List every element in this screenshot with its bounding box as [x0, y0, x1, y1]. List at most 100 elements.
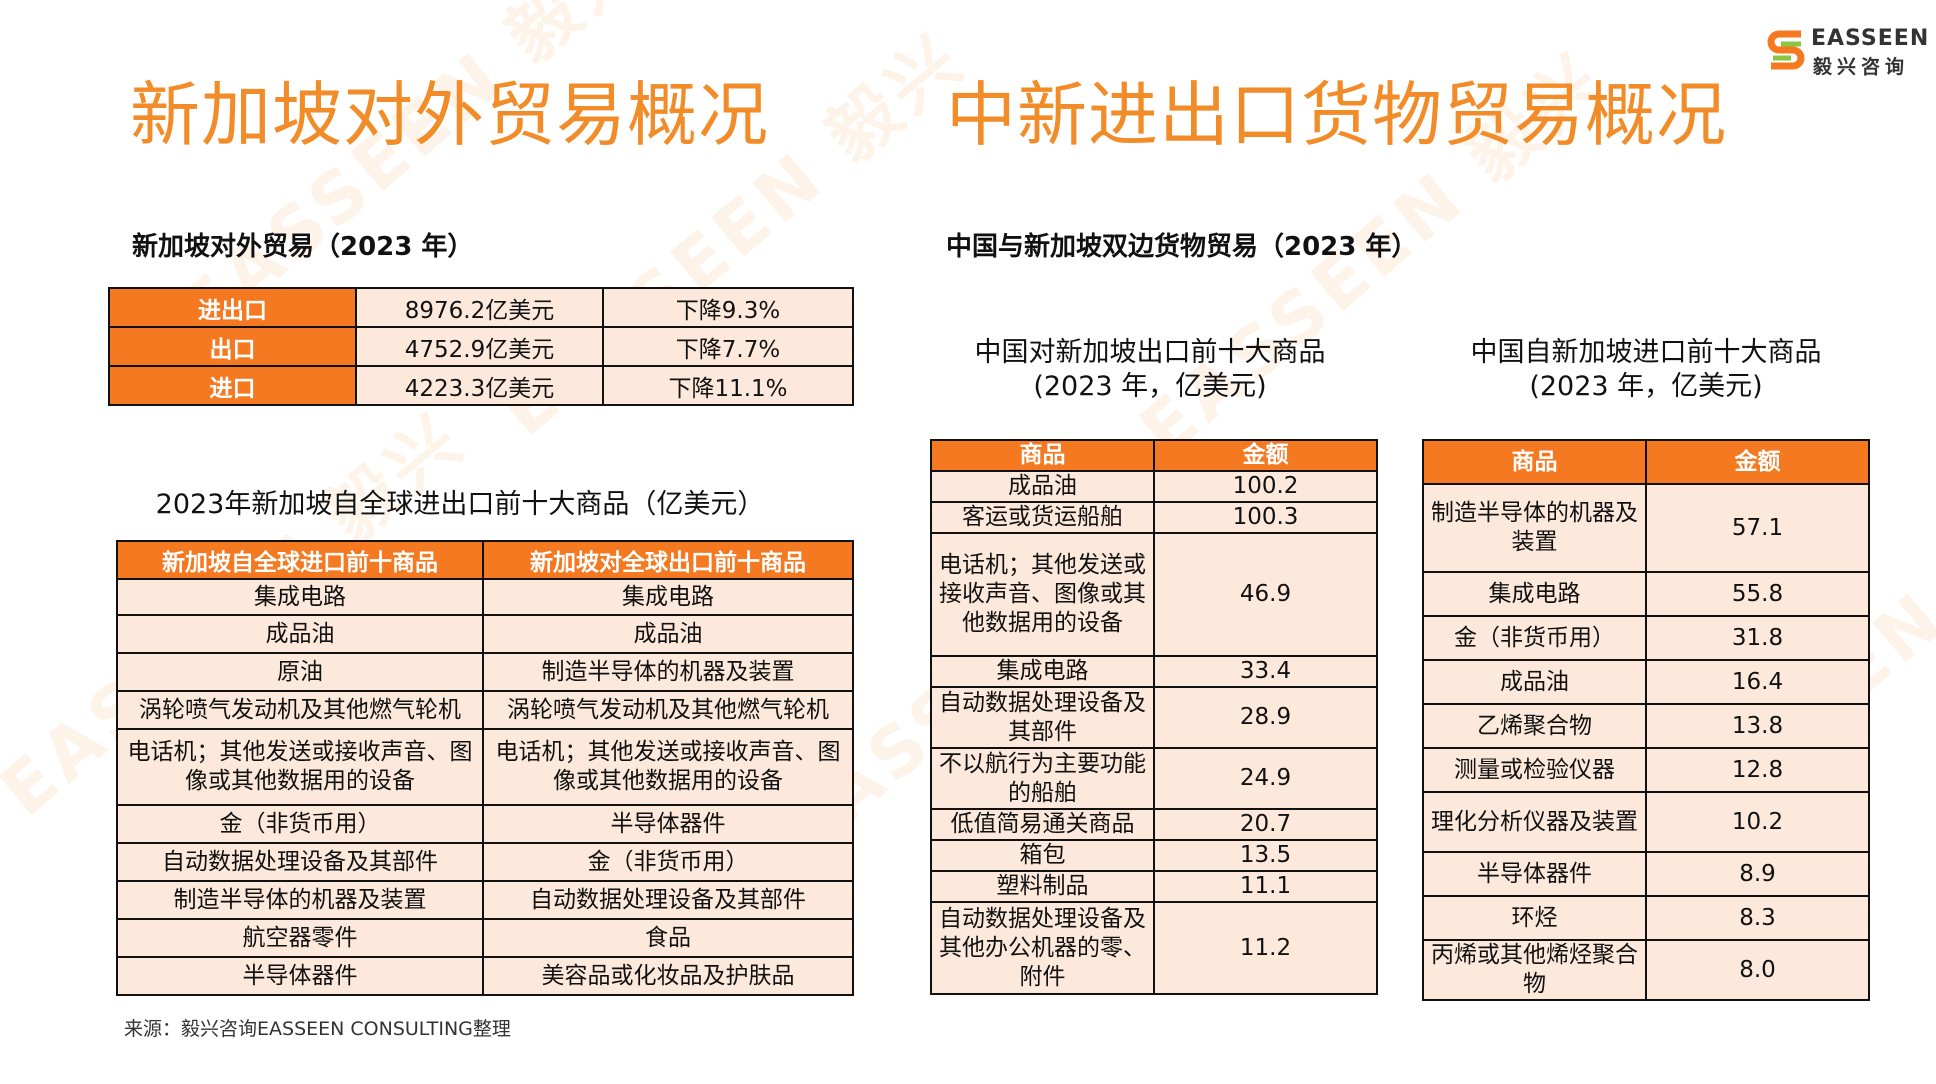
- china-export-table: 商品 金额 成品油 100.2 客运或货运船舶 100.3 电话机；其他发送或接收声音、图…: [930, 439, 1378, 995]
- import-item: 电话机；其他发送或接收声音、图像或其他数据用的设备: [116, 728, 484, 806]
- product-name: 集成电路: [1422, 571, 1647, 617]
- table-row: 低值简易通关商品 20.7: [930, 808, 1378, 841]
- table-row: 丙烯或其他烯烃聚合物 8.0: [1422, 939, 1870, 1001]
- product-name: 电话机；其他发送或接收声音、图像或其他数据用的设备: [930, 532, 1155, 657]
- amount-value: 33.4: [1153, 655, 1378, 688]
- column-header: 金额: [1153, 439, 1378, 472]
- trade-label: 进口: [108, 365, 357, 406]
- amount-value: 31.8: [1645, 615, 1870, 661]
- table-row: 理化分析仪器及装置 10.2: [1422, 791, 1870, 853]
- export-item: 集成电路: [482, 578, 854, 616]
- table-row: 原油 制造半导体的机器及装置: [116, 652, 854, 692]
- trade-value: 8976.2亿美元: [355, 287, 604, 328]
- product-name: 集成电路: [930, 655, 1155, 688]
- trade-row: 进口 4223.3亿美元 下降11.1%: [108, 365, 854, 406]
- top10-caption: 2023年新加坡自全球进出口前十大商品（亿美元）: [155, 489, 765, 520]
- amount-value: 10.2: [1645, 791, 1870, 853]
- export-item: 食品: [482, 918, 854, 958]
- import-item: 原油: [116, 652, 484, 692]
- table-row: 电话机；其他发送或接收声音、图像或其他数据用的设备 电话机；其他发送或接收声音、图…: [116, 728, 854, 806]
- right-page-title: 中新进出口货物贸易概况: [946, 74, 1727, 156]
- table-row: 塑料制品 11.1: [930, 870, 1378, 903]
- product-name: 箱包: [930, 839, 1155, 872]
- product-name: 低值简易通关商品: [930, 808, 1155, 841]
- trade-value: 4752.9亿美元: [355, 326, 604, 367]
- product-name: 理化分析仪器及装置: [1422, 791, 1647, 853]
- import-item: 自动数据处理设备及其部件: [116, 842, 484, 882]
- amount-value: 11.2: [1153, 901, 1378, 995]
- table-row: 客运或货运船舶 100.3: [930, 501, 1378, 534]
- table-row: 集成电路 55.8: [1422, 571, 1870, 617]
- amount-value: 24.9: [1153, 747, 1378, 810]
- amount-value: 16.4: [1645, 659, 1870, 705]
- table-row: 电话机；其他发送或接收声音、图像或其他数据用的设备 46.9: [930, 532, 1378, 657]
- product-name: 不以航行为主要功能的船舶: [930, 747, 1155, 810]
- column-header: 商品: [1422, 439, 1647, 485]
- export-caption-line2: (2023 年，亿美元): [1033, 371, 1267, 402]
- export-item: 金（非货币用）: [482, 842, 854, 882]
- amount-value: 100.3: [1153, 501, 1378, 534]
- column-header: 新加坡对全球出口前十商品: [482, 540, 854, 580]
- product-name: 环烃: [1422, 895, 1647, 941]
- table-row: 乙烯聚合物 13.8: [1422, 703, 1870, 749]
- trade-row: 进出口 8976.2亿美元 下降9.3%: [108, 287, 854, 328]
- trade-label: 进出口: [108, 287, 357, 328]
- table-row: 自动数据处理设备及其部件 28.9: [930, 686, 1378, 749]
- table-row: 涡轮喷气发动机及其他燃气轮机 涡轮喷气发动机及其他燃气轮机: [116, 690, 854, 730]
- amount-value: 8.3: [1645, 895, 1870, 941]
- amount-value: 46.9: [1153, 532, 1378, 657]
- table-row: 集成电路 集成电路: [116, 578, 854, 616]
- table-row: 半导体器件 美容品或化妆品及护肤品: [116, 956, 854, 996]
- table-row: 成品油 16.4: [1422, 659, 1870, 705]
- column-header: 商品: [930, 439, 1155, 472]
- amount-value: 100.2: [1153, 470, 1378, 503]
- trade-change: 下降11.1%: [602, 365, 854, 406]
- amount-value: 57.1: [1645, 483, 1870, 573]
- trade-row: 出口 4752.9亿美元 下降7.7%: [108, 326, 854, 367]
- table-row: 集成电路 33.4: [930, 655, 1378, 688]
- bilateral-heading: 中国与新加坡双边货物贸易（2023 年）: [946, 232, 1418, 262]
- column-header: 金额: [1645, 439, 1870, 485]
- logo-text-en: EASSEEN: [1811, 26, 1930, 51]
- export-item: 涡轮喷气发动机及其他燃气轮机: [482, 690, 854, 730]
- table-row: 测量或检验仪器 12.8: [1422, 747, 1870, 793]
- import-item: 集成电路: [116, 578, 484, 616]
- product-name: 金（非货币用）: [1422, 615, 1647, 661]
- import-caption-line2: (2023 年，亿美元): [1529, 371, 1763, 402]
- export-item: 自动数据处理设备及其部件: [482, 880, 854, 920]
- table-row: 半导体器件 8.9: [1422, 851, 1870, 897]
- table-row: 箱包 13.5: [930, 839, 1378, 872]
- amount-value: 13.8: [1645, 703, 1870, 749]
- table-row: 金（非货币用） 半导体器件: [116, 804, 854, 844]
- column-header: 新加坡自全球进口前十商品: [116, 540, 484, 580]
- table-row: 环烃 8.3: [1422, 895, 1870, 941]
- amount-value: 20.7: [1153, 808, 1378, 841]
- product-name: 塑料制品: [930, 870, 1155, 903]
- ss-logo-icon: [1767, 30, 1805, 70]
- export-item: 电话机；其他发送或接收声音、图像或其他数据用的设备: [482, 728, 854, 806]
- trade-label: 出口: [108, 326, 357, 367]
- amount-value: 8.9: [1645, 851, 1870, 897]
- export-item: 成品油: [482, 614, 854, 654]
- product-name: 制造半导体的机器及装置: [1422, 483, 1647, 573]
- import-item: 成品油: [116, 614, 484, 654]
- export-caption: 中国对新加坡出口前十大商品 (2023 年，亿美元): [930, 336, 1370, 404]
- amount-value: 55.8: [1645, 571, 1870, 617]
- amount-value: 8.0: [1645, 939, 1870, 1001]
- export-item: 美容品或化妆品及护肤品: [482, 956, 854, 996]
- china-import-table: 商品 金额 制造半导体的机器及装置 57.1 集成电路 55.8 金（非货币用） 31.8 成…: [1422, 439, 1870, 1001]
- trade-heading: 新加坡对外贸易（2023 年）: [132, 232, 474, 262]
- import-caption: 中国自新加坡进口前十大商品 (2023 年，亿美元): [1424, 336, 1868, 404]
- trade-change: 下降7.7%: [602, 326, 854, 367]
- table-row: 不以航行为主要功能的船舶 24.9: [930, 747, 1378, 810]
- product-name: 半导体器件: [1422, 851, 1647, 897]
- table-row: 成品油 成品油: [116, 614, 854, 654]
- product-name: 成品油: [1422, 659, 1647, 705]
- table-row: 成品油 100.2: [930, 470, 1378, 503]
- table-row: 制造半导体的机器及装置 57.1: [1422, 483, 1870, 573]
- trade-change: 下降9.3%: [602, 287, 854, 328]
- left-page-title: 新加坡对外贸易概况: [130, 74, 769, 156]
- source-note: 来源：毅兴咨询EASSEEN CONSULTING整理: [124, 1018, 511, 1040]
- company-logo: EASSEEN 毅兴咨询: [1767, 24, 1928, 79]
- logo-text-cn: 毅兴咨询: [1813, 56, 1910, 78]
